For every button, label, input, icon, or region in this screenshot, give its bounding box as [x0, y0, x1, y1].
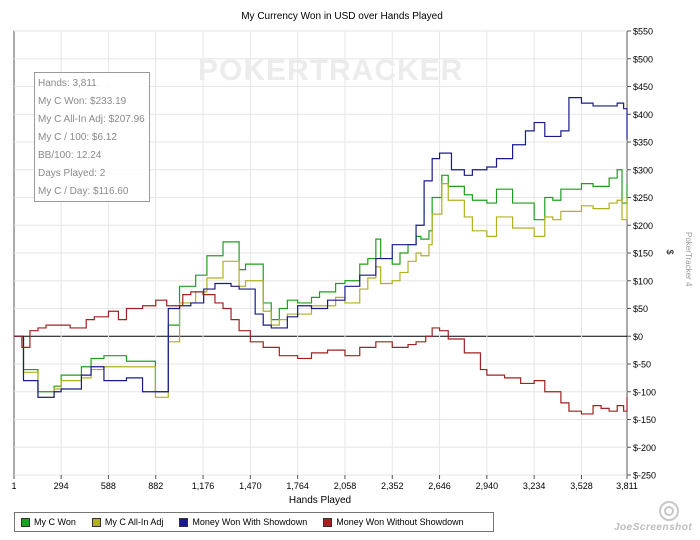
stats-bb-100: BB/100: 12.24	[38, 150, 102, 161]
x-tick-label: 3,811	[616, 481, 638, 491]
y-tick-label: $550	[633, 27, 653, 37]
y-tick-label: $-100	[633, 387, 656, 397]
axes: $550 $500 $450 $400 $350 $300 $250 $200 $150 $100…	[11, 27, 656, 492]
stats-hands: Hands: 3,811	[38, 78, 97, 89]
series-lines	[14, 97, 628, 415]
stats-days-played: Days Played: 2	[38, 168, 106, 179]
x-tick-label: 588	[101, 481, 116, 491]
x-tick-label: 2,058	[334, 481, 357, 491]
y-tick-label: $400	[633, 110, 653, 120]
legend-swatch-blue	[179, 517, 189, 527]
x-tick-label: 3,528	[570, 481, 593, 491]
legend-item-without-showdown[interactable]: Money Won Without Showdown	[323, 517, 464, 527]
x-tick-label: 2,646	[428, 481, 451, 491]
y-tick-label: $450	[633, 82, 653, 92]
legend-item-my-c-won[interactable]: My C Won	[21, 517, 76, 527]
y-tick-label: $350	[633, 138, 653, 148]
x-tick-label: 2,940	[476, 481, 499, 491]
legend-label: My C Won	[34, 517, 76, 527]
legend-item-with-showdown[interactable]: Money Won With Showdown	[179, 517, 307, 527]
legend-item-all-in-adj[interactable]: My C All-In Adj	[91, 517, 164, 527]
y-tick-label: $-150	[633, 415, 656, 425]
camera-icon	[659, 501, 679, 521]
x-tick-label: 1	[11, 481, 16, 491]
pokertracker-watermark: POKERTRACKER	[198, 54, 464, 87]
x-axis-label: Hands Played	[289, 495, 351, 506]
y-tick-label: $50	[633, 304, 648, 314]
x-tick-label: 1,470	[239, 481, 262, 491]
y-tick-label: $150	[633, 249, 653, 259]
legend-swatch-red	[323, 517, 333, 527]
y-tick-label: $-50	[633, 360, 651, 370]
y-tick-label: $100	[633, 276, 653, 286]
legend-swatch-green	[21, 517, 30, 527]
legend-swatch-yellow	[91, 517, 101, 527]
x-tick-label: 882	[148, 481, 163, 491]
logo-text: JoeScreenshot	[614, 522, 693, 533]
y-axis-label: $	[665, 249, 675, 254]
y-tick-label: $500	[633, 54, 653, 64]
x-tick-label: 3,234	[523, 481, 546, 491]
joescreenshot-logo: JoeScreenshot	[614, 500, 696, 538]
y-tick-label: $300	[633, 165, 653, 175]
stats-all-in-adj: My C All-In Adj: $207.96	[38, 114, 145, 125]
x-tick-label: 1,764	[286, 481, 309, 491]
x-tick-label: 2,352	[381, 481, 404, 491]
legend-label: Money Won With Showdown	[192, 517, 308, 527]
x-tick-label: 294	[54, 481, 69, 491]
series-line-my-c-all-in-adj	[14, 183, 628, 398]
y-tick-label: $0	[633, 332, 643, 342]
legend-label: My C All-In Adj	[104, 517, 164, 527]
stats-box: Hands: 3,811 My C Won: $233.19 My C All-…	[34, 72, 150, 202]
series-line-money-won-with-showdown	[14, 97, 628, 398]
y-tick-label: $-200	[633, 443, 656, 453]
chart-title: My Currency Won in USD over Hands Played	[241, 11, 443, 22]
x-tick-label: 1,176	[192, 481, 215, 491]
legend: My C Won My C All-In Adj Money Won With …	[14, 512, 494, 532]
y-tick-label: $250	[633, 193, 653, 203]
stats-per-day: My C / Day: $116.60	[38, 186, 129, 197]
stats-per-100: My C / 100: $6.12	[38, 132, 117, 143]
side-logo: PokerTracker 4	[684, 232, 693, 287]
series-line-money-won-without-showdown	[14, 291, 628, 415]
y-tick-label: $200	[633, 221, 653, 231]
y-tick-label: $-250	[633, 471, 656, 481]
legend-label: Money Won Without Showdown	[336, 517, 464, 527]
stats-my-c-won: My C Won: $233.19	[38, 96, 127, 107]
